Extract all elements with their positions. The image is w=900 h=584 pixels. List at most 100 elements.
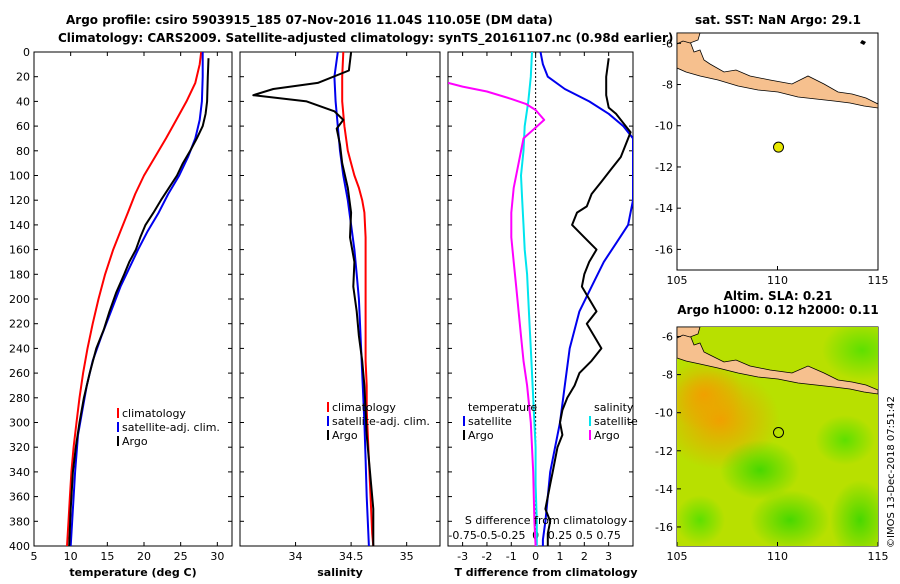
xtick-label: 0 [532,550,539,563]
difference-axes-box [447,51,634,547]
difference-xticks: -3 -2 -1 0 1 2 3 [457,52,612,563]
map-ytick-label: -8 [662,79,673,92]
series-line-satellite-adj-clim- [333,52,370,546]
temperature-panel: 0 20 40 60 80 100 120 140 160 180 200 220 240 260 280 3… [9,46,233,579]
salinity-xticks: 34 34.5 35 [289,52,414,563]
xtick-label: -2 [481,550,492,563]
sla-map-field [677,327,878,546]
ytick-label: 100 [9,170,30,183]
stick-label: 0.75 [596,529,621,542]
salinity-legend: climatology satellite-adj. clim. Argo [327,401,430,442]
temperature-yticks: 0 20 40 60 80 100 120 140 160 180 200 220 240 260 280 3… [9,46,232,553]
salinity-lines [252,52,375,546]
ytick-label: 20 [16,71,30,84]
island-dot [860,40,866,45]
difference-panel: -3 -2 -1 0 1 2 3 -0.75 -0.5 -0.25 0 0.25 0.5 0.75 S … [447,51,638,579]
header-line1: Argo profile: csiro 5903915_185 07-Nov-2… [66,13,553,28]
series-line-climatology [66,52,203,546]
stick-label: 0.5 [576,529,594,542]
map-ytick-label: -6 [662,37,673,50]
xtick-label: -1 [506,550,517,563]
map-ytick-label: -16 [655,521,673,534]
xtick-label: 34 [289,550,303,563]
sla-map-subtitle: Argo h1000: 0.12 h2000: 0.11 [677,303,878,317]
xtick-label: 5 [31,550,38,563]
ytick-label: 320 [9,441,30,454]
ytick-label: 340 [9,466,30,479]
map-ytick-label: -10 [655,407,673,420]
salinity-panel: 34 34.5 35 salinity climatology satellite-… [239,51,441,579]
legend-t-satellite-label: satellite [468,415,512,428]
series-line-argo [68,58,210,546]
map-ytick-label: -12 [655,161,673,174]
sumatra-tip [677,33,701,45]
ytick-label: 120 [9,194,30,207]
s-diff-label: S difference from climatology [465,514,628,527]
sla-map: Altim. SLA: 0.21 Argo h1000: 0.12 h2000:… [655,289,888,563]
ytick-label: 0 [23,46,30,59]
ytick-label: 380 [9,515,30,528]
xtick-label: 34.5 [339,550,364,563]
ytick-label: 300 [9,417,30,430]
ytick-label: 200 [9,293,30,306]
ytick-label: 180 [9,268,30,281]
ytick-label: 240 [9,342,30,355]
ytick-label: 60 [16,120,30,133]
argo-marker [773,141,785,153]
xtick-label: 35 [400,550,414,563]
difference-legend: temperature satellite Argo salinity sate… [463,401,638,442]
map-ytick-label: -12 [655,445,673,458]
legend-s-satellite-label: satellite [594,415,638,428]
ytick-label: 40 [16,95,30,108]
map-ytick-label: -8 [662,369,673,382]
xtick-label: 2 [581,550,588,563]
map-xtick-label: 105 [667,274,688,287]
temperature-xticks: 5 10 15 20 25 30 [31,52,224,563]
map-xtick-label: 110 [767,550,788,563]
java-island [677,327,878,395]
legend-argo-label: Argo [122,435,148,448]
credit-text: ©IMOS 13-Dec-2018 07:51:42 [886,396,897,548]
sst-map-ticks: 105 110 115 -6 -8 -10 -12 -14 -16 [655,37,888,287]
legend-salinity-title: salinity [594,401,634,414]
stick-label: 0.25 [548,529,573,542]
difference-yticks [448,51,633,547]
sst-map-land [677,33,878,109]
xtick-label: -3 [457,550,468,563]
sst-map-title: sat. SST: NaN Argo: 29.1 [695,13,861,27]
legend-temperature-title: temperature [468,401,537,414]
series-line-t-argo [544,58,632,546]
legend-s-argo-label: Argo [594,429,620,442]
t-diff-label: T difference from climatology [454,566,637,579]
salinity-axes-box [239,51,441,547]
stick-label: -0.5 [476,529,497,542]
legend-climatology-label: climatology [122,407,186,420]
map-ytick-label: -10 [655,120,673,133]
map-xtick-label: 110 [767,274,788,287]
legend-satellite-label: satellite-adj. clim. [332,415,430,428]
salinity-yticks [240,51,440,547]
ytick-label: 220 [9,318,30,331]
sla-map-title: Altim. SLA: 0.21 [724,289,833,303]
map-ytick-label: -16 [655,243,673,256]
ytick-label: 360 [9,491,30,504]
legend-climatology-label: climatology [332,401,396,414]
map-xtick-label: 115 [868,550,889,563]
map-xtick-label: 105 [667,550,688,563]
xtick-label: 30 [210,550,224,563]
xtick-label: 25 [174,550,188,563]
ytick-label: 140 [9,219,30,232]
difference-lines [448,52,633,546]
xtick-label: 15 [100,550,114,563]
sst-map: sat. SST: NaN Argo: 29.1 105 110 115 -6 -8 -1… [655,13,888,287]
series-line-s-satellite [520,52,538,546]
sla-map-ticks: 105 110 115 -6 -8 -10 -12 -14 -16 [655,331,888,563]
series-line-argo [252,52,375,546]
salinity-xlabel: salinity [317,566,363,579]
temperature-lines [66,52,210,546]
map-ytick-label: -14 [655,483,673,496]
legend-t-argo-label: Argo [468,429,494,442]
ytick-label: 160 [9,244,30,257]
ytick-label: 80 [16,145,30,158]
